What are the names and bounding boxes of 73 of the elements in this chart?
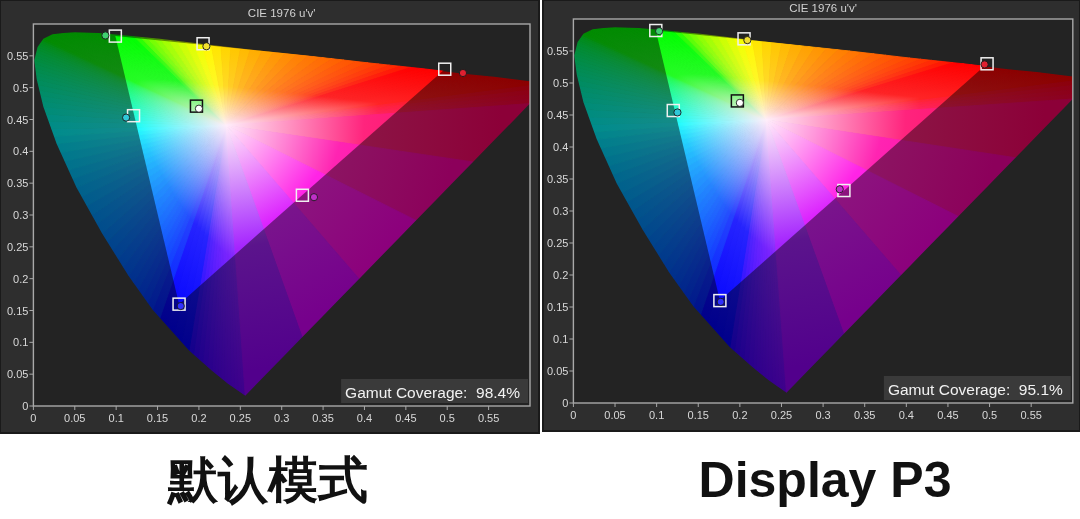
point: [101, 31, 110, 40]
x-tick-label: 0.35: [854, 409, 876, 421]
x-tick-label: 0.25: [770, 409, 793, 421]
annotation: Gamut Coverage: 98.4%: [345, 384, 521, 401]
x-tick-label: 0.55: [1020, 409, 1042, 421]
point: [713, 293, 727, 308]
point: [172, 297, 186, 311]
point: [730, 94, 745, 108]
x-tick-label: 0.4: [898, 409, 914, 421]
annotation: Gamut Coverage: 95.1%: [887, 381, 1064, 398]
point: [126, 108, 141, 123]
y-tick-label: 0.45: [6, 113, 29, 126]
x-tick-label: 0.1: [108, 412, 124, 424]
y-tick-label: 0.3: [13, 209, 29, 221]
y-tick-label: 0.4: [13, 145, 29, 158]
x-tick-label: 0.05: [64, 412, 86, 424]
point: [309, 193, 319, 202]
y-tick-label: 0.5: [553, 77, 569, 89]
x-tick-label: 0.2: [732, 409, 748, 421]
y-tick-label: 0.55: [6, 49, 29, 62]
x-tick-label: 0.1: [648, 409, 665, 421]
point: [458, 68, 468, 78]
y-tick-label: 0.05: [6, 368, 29, 381]
point: [176, 301, 185, 311]
point: [189, 99, 204, 113]
chart-title: CIE 1976 u'v': [789, 2, 857, 14]
text: 默认模式: [166, 452, 368, 508]
y-tick-label: 0.05: [546, 365, 569, 377]
point: [122, 113, 131, 122]
x-tick-label: 0: [570, 409, 577, 421]
chart-title: CIE 1976 u'v': [247, 7, 316, 19]
x-tick-label: 0.45: [937, 409, 959, 421]
y-tick-label: 0.15: [6, 304, 29, 317]
text: Display P3: [698, 452, 952, 508]
point: [295, 188, 310, 203]
x-tick-label: 0.3: [274, 412, 290, 424]
x-tick-label: 0.5: [439, 412, 455, 424]
y-tick-label: 0.55: [546, 45, 569, 57]
point: [737, 32, 751, 46]
y-tick-label: 0.45: [546, 109, 569, 121]
x-tick-label: 0.3: [815, 409, 831, 421]
y-tick-label: 0.35: [546, 173, 569, 185]
y-tick-label: 0.3: [553, 205, 569, 217]
x-tick-label: 0.45: [395, 412, 417, 424]
y-tick-label: 0.25: [546, 237, 569, 249]
y-tick-label: 0.4: [553, 141, 569, 153]
y-tick-label: 0.1: [553, 333, 569, 345]
point: [108, 29, 123, 43]
x-tick-label: 0.05: [604, 409, 626, 421]
y-tick-label: 0: [22, 400, 29, 412]
x-tick-label: 0: [30, 412, 37, 424]
point: [649, 23, 663, 38]
y-tick-label: 0: [562, 397, 569, 409]
x-tick-label: 0.55: [477, 412, 500, 424]
point: [980, 57, 994, 71]
y-tick-label: 0.15: [546, 301, 569, 313]
y-tick-label: 0.35: [6, 177, 29, 190]
x-tick-label: 0.25: [229, 412, 252, 424]
y-tick-label: 0.25: [6, 240, 29, 253]
y-tick-label: 0.2: [553, 269, 569, 281]
y-tick-label: 0.2: [13, 272, 29, 285]
x-tick-label: 0.15: [687, 409, 709, 421]
point: [438, 62, 452, 76]
x-tick-label: 0.15: [146, 412, 169, 424]
y-tick-label: 0.1: [13, 336, 29, 349]
point: [196, 36, 210, 51]
x-tick-label: 0.5: [981, 409, 998, 421]
x-tick-label: 0.2: [191, 412, 207, 424]
point: [837, 183, 851, 198]
x-tick-label: 0.4: [356, 412, 373, 424]
x-tick-label: 0.35: [312, 412, 334, 424]
y-tick-label: 0.5: [13, 81, 29, 94]
point: [666, 103, 681, 118]
